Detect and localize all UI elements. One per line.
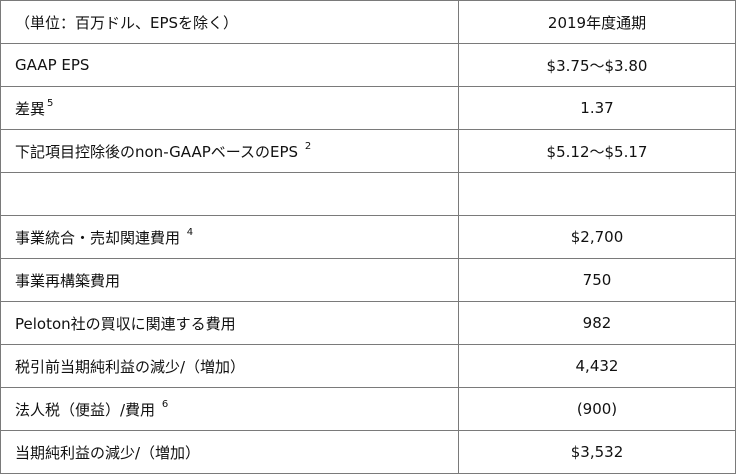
table-row: GAAP EPS $3.75～$3.80 <box>0 43 736 87</box>
table-row: Peloton社の買収に関連する費用 982 <box>0 301 736 345</box>
footnote-marker: 4 <box>186 226 194 238</box>
row-value: 1.37 <box>458 86 736 130</box>
table-row: 当期純利益の減少/（増加） $3,532 <box>0 430 736 474</box>
row-label: 税引前当期純利益の減少/（増加） <box>0 344 459 388</box>
footnote-marker: 5 <box>47 97 54 109</box>
row-value: 750 <box>458 258 736 302</box>
footnote-marker: 6 <box>161 398 169 410</box>
table-row: 税引前当期純利益の減少/（増加） 4,432 <box>0 344 736 388</box>
table-row: 下記項目控除後のnon-GAAPベースのEPS 2 $5.12～$5.17 <box>0 129 736 173</box>
row-label: 差異 5 <box>0 86 459 130</box>
row-value: 982 <box>458 301 736 345</box>
table-row: 法人税（便益）/費用 6 (900) <box>0 387 736 431</box>
row-label: 法人税（便益）/費用 6 <box>0 387 459 431</box>
footnote-marker: 2 <box>304 140 312 152</box>
row-value: $5.12～$5.17 <box>458 129 736 173</box>
header-period: 2019年度通期 <box>458 0 736 44</box>
row-label: Peloton社の買収に関連する費用 <box>0 301 459 345</box>
table-row: 差異 5 1.37 <box>0 86 736 130</box>
row-label: 下記項目控除後のnon-GAAPベースのEPS 2 <box>0 129 459 173</box>
row-value: 4,432 <box>458 344 736 388</box>
row-label: 当期純利益の減少/（増加） <box>0 430 459 474</box>
row-value: $2,700 <box>458 215 736 259</box>
row-label: 事業再構築費用 <box>0 258 459 302</box>
table-row-empty <box>0 172 736 216</box>
header-row: （単位：百万ドル、EPSを除く） 2019年度通期 <box>0 0 736 44</box>
header-label: （単位：百万ドル、EPSを除く） <box>0 0 459 44</box>
row-label <box>0 172 459 216</box>
table-row: 事業再構築費用 750 <box>0 258 736 302</box>
table-row: 事業統合・売却関連費用 4 $2,700 <box>0 215 736 259</box>
row-label: 事業統合・売却関連費用 4 <box>0 215 459 259</box>
row-label: GAAP EPS <box>0 43 459 87</box>
row-value: $3,532 <box>458 430 736 474</box>
row-value: (900) <box>458 387 736 431</box>
row-value <box>458 172 736 216</box>
row-value: $3.75～$3.80 <box>458 43 736 87</box>
